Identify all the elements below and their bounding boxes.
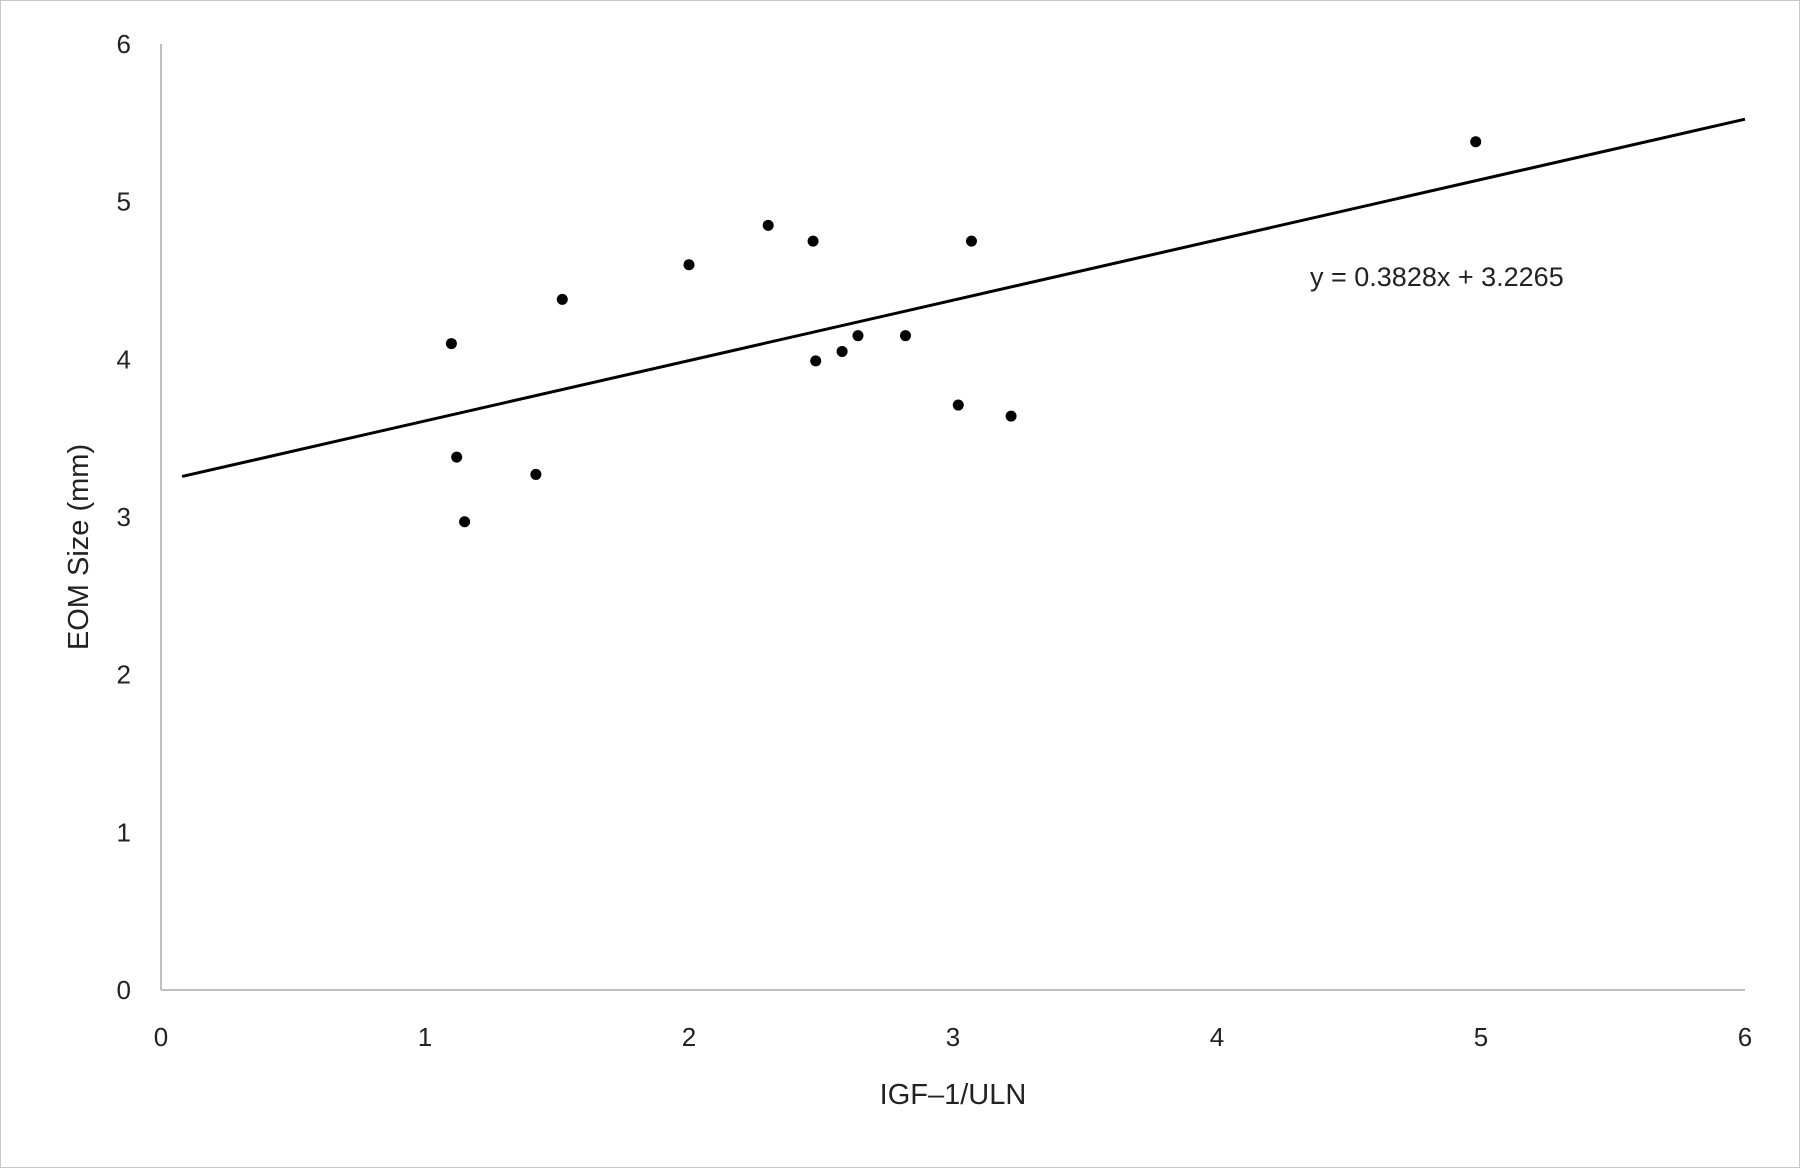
y-tick-label: 1 [117, 817, 131, 847]
data-point [952, 399, 964, 411]
data-point [807, 235, 819, 247]
data-point [965, 235, 977, 247]
trendline [181, 117, 1746, 478]
trendline-group [181, 117, 1746, 478]
data-point [459, 516, 471, 528]
data-point [530, 468, 542, 480]
data-points [445, 136, 1482, 528]
x-tick-labels: 0 1 2 3 4 5 6 [154, 1022, 1752, 1052]
y-axis-label: EOM Size (mm) [63, 444, 95, 650]
data-point [445, 338, 457, 350]
data-point [762, 219, 774, 231]
x-tick-label: 0 [154, 1022, 168, 1052]
x-tick-label: 5 [1474, 1022, 1488, 1052]
data-point [899, 330, 911, 342]
data-point [451, 451, 463, 463]
data-point [836, 345, 848, 357]
data-point [852, 330, 864, 342]
data-point [1470, 136, 1482, 148]
data-point [810, 355, 822, 367]
x-tick-label: 4 [1210, 1022, 1224, 1052]
y-tick-labels: 0 1 2 3 4 5 6 [117, 29, 131, 1005]
y-tick-label: 4 [117, 344, 131, 374]
trendline-equation: y = 0.3828x + 3.2265 [1310, 262, 1564, 292]
x-tick-label: 6 [1738, 1022, 1752, 1052]
x-tick-label: 1 [418, 1022, 432, 1052]
y-tick-label: 0 [117, 975, 131, 1005]
x-tick-label: 2 [682, 1022, 696, 1052]
x-axis-label: IGF–1/ULN [880, 1079, 1027, 1111]
axes [160, 44, 1745, 991]
y-tick-label: 2 [117, 660, 131, 690]
data-point [1005, 410, 1017, 422]
y-tick-label: 5 [117, 187, 131, 217]
data-point [556, 293, 568, 305]
data-point [683, 259, 695, 271]
y-tick-label: 3 [117, 502, 131, 532]
x-tick-label: 3 [946, 1022, 960, 1052]
y-tick-label: 6 [117, 29, 131, 59]
